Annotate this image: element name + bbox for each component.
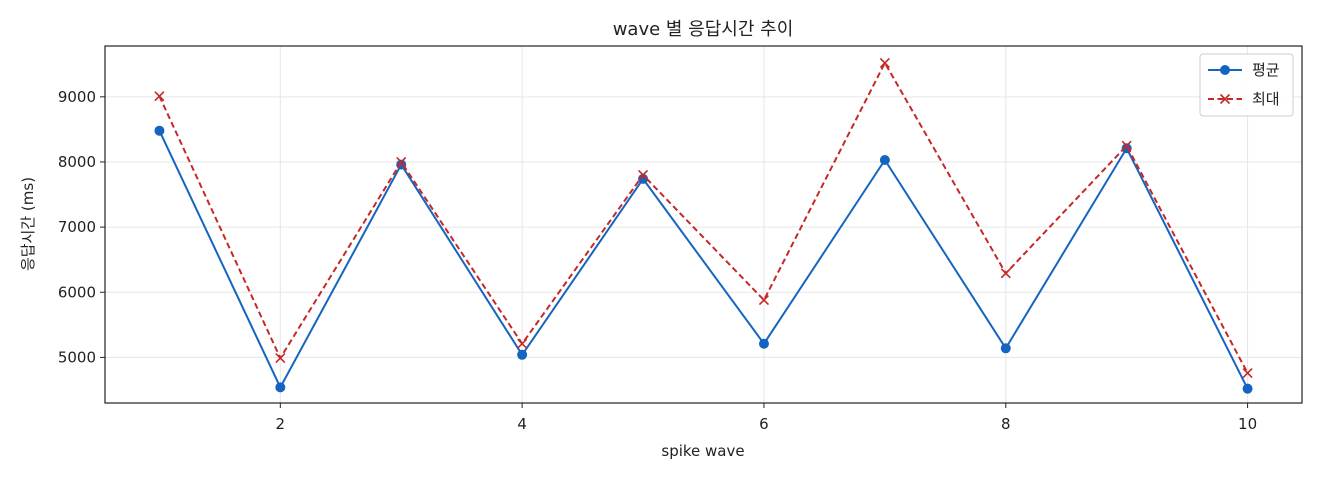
x-tick-label: 10 [1238, 415, 1257, 433]
plot-area [104, 45, 1303, 404]
y-tick-label: 5000 [58, 348, 96, 366]
x-tick-label: 8 [1001, 415, 1011, 433]
series-1 [154, 125, 1253, 394]
series-2-point [154, 91, 165, 102]
grid [105, 46, 1302, 403]
x-tick-label: 4 [517, 415, 527, 433]
series-2-point [637, 169, 649, 181]
series-1-point [154, 125, 165, 136]
chart-title: wave 별 응답시간 추이 [613, 19, 794, 40]
series-2-point [758, 295, 770, 306]
series-2-point [1000, 268, 1011, 279]
y-tick-label: 9000 [58, 88, 96, 106]
legend-swatch-marker [1219, 93, 1231, 105]
series-1-point [517, 349, 528, 360]
series-2 [154, 57, 1253, 379]
series-2-point [1121, 140, 1132, 151]
series-2-line [158, 61, 1249, 374]
series-2-point [517, 338, 528, 349]
y-tick-label: 8000 [58, 153, 96, 171]
y-tick-label: 6000 [58, 283, 96, 301]
series-1-point [879, 155, 890, 166]
series-2-point [396, 156, 407, 168]
legend-entry-label: 최대 [1252, 90, 1280, 108]
series-1-point [1242, 383, 1253, 394]
axes: 2 4 6 8 10 5000 6000 7000 8000 9000 [58, 88, 1257, 433]
legend-entry-label: 평균 [1252, 61, 1280, 79]
series-layer [154, 57, 1253, 394]
series-1-point [758, 338, 769, 349]
series-1-point [275, 382, 286, 393]
series-1-line [158, 130, 1249, 390]
series-2-point [879, 57, 890, 69]
legend-swatch-marker [1220, 65, 1230, 75]
x-tick-label: 2 [276, 415, 286, 433]
series-1-point [1000, 343, 1011, 354]
series-2-point [1242, 367, 1253, 379]
x-axis-label: spike wave [661, 442, 744, 460]
x-tick-label: 6 [759, 415, 769, 433]
series-2-point [275, 352, 286, 364]
y-axis-label: 응답시간 (ms) [19, 177, 37, 271]
y-tick-label: 7000 [58, 218, 96, 236]
